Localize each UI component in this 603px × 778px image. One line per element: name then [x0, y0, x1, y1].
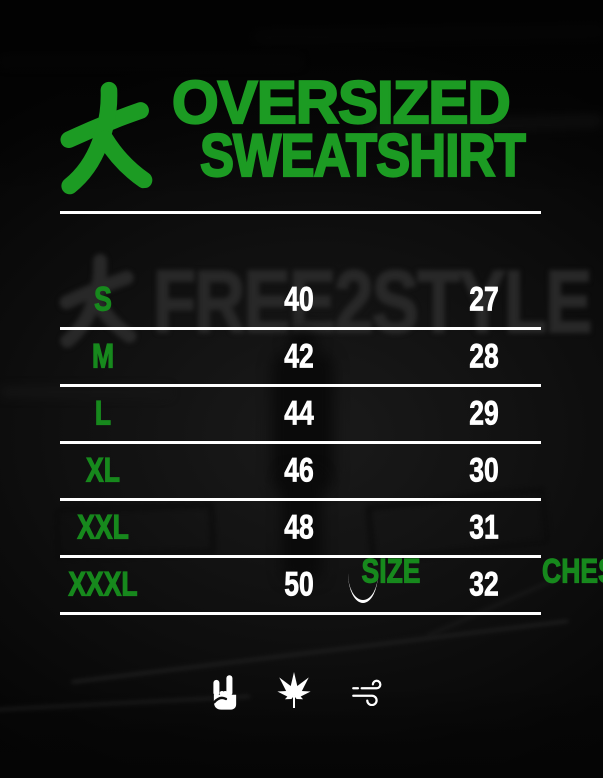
table-row: XXXL 50 32 — [60, 558, 541, 615]
bottom-shadow — [0, 688, 603, 778]
size-label: S — [94, 280, 113, 319]
cannabis-leaf-icon — [276, 672, 311, 708]
title-line-1: OVERSIZED — [171, 69, 512, 136]
footer-feature-icons — [0, 670, 603, 714]
chest-value: 44 — [284, 394, 314, 433]
size-label: XXXL — [68, 565, 138, 604]
length-value: 29 — [469, 394, 499, 433]
length-value: 27 — [469, 280, 499, 319]
table-row: S 40 27 — [60, 273, 541, 330]
dai-kanji-watermark-icon — [59, 253, 137, 348]
watermark-text: FREE2STYLE — [152, 252, 593, 351]
chest-value: 40 — [284, 280, 314, 319]
table-row: XXL 48 31 — [60, 501, 541, 558]
chest-value: 48 — [284, 508, 314, 547]
length-value: 28 — [469, 337, 499, 376]
size-label: L — [94, 394, 112, 433]
column-header-chest: CHEST — [542, 552, 603, 591]
table-row: L 44 29 — [60, 387, 541, 444]
wind-icon — [351, 679, 381, 706]
chest-value: 50 — [284, 565, 314, 604]
length-value: 31 — [469, 508, 499, 547]
length-value: 32 — [469, 565, 499, 604]
dai-kanji-logo-icon — [60, 81, 153, 195]
chest-value: 42 — [284, 337, 314, 376]
table-header-row: SIZE CHEST LENGTH — [348, 544, 603, 603]
light-streak — [0, 388, 170, 396]
size-chart-table: SIZE CHEST LENGTH S 40 27 M 42 28 L 44 2… — [60, 211, 603, 615]
person-silhouette — [282, 470, 322, 580]
column-header-size: SIZE — [361, 552, 421, 591]
length-value: 30 — [469, 451, 499, 490]
size-label: M — [91, 337, 115, 376]
table-row: XL 46 30 — [60, 444, 541, 501]
size-label: XL — [86, 451, 121, 490]
chest-value: 46 — [284, 451, 314, 490]
rock-hand-icon — [212, 675, 236, 710]
top-shadow — [0, 0, 603, 200]
person-silhouette — [272, 352, 334, 492]
wall-sign-watermark: FREE2STYLE — [55, 252, 603, 351]
table-row: M 42 28 — [60, 330, 541, 387]
title-line-2: SWEATSHIRT — [199, 122, 527, 189]
size-label: XXL — [77, 508, 130, 547]
